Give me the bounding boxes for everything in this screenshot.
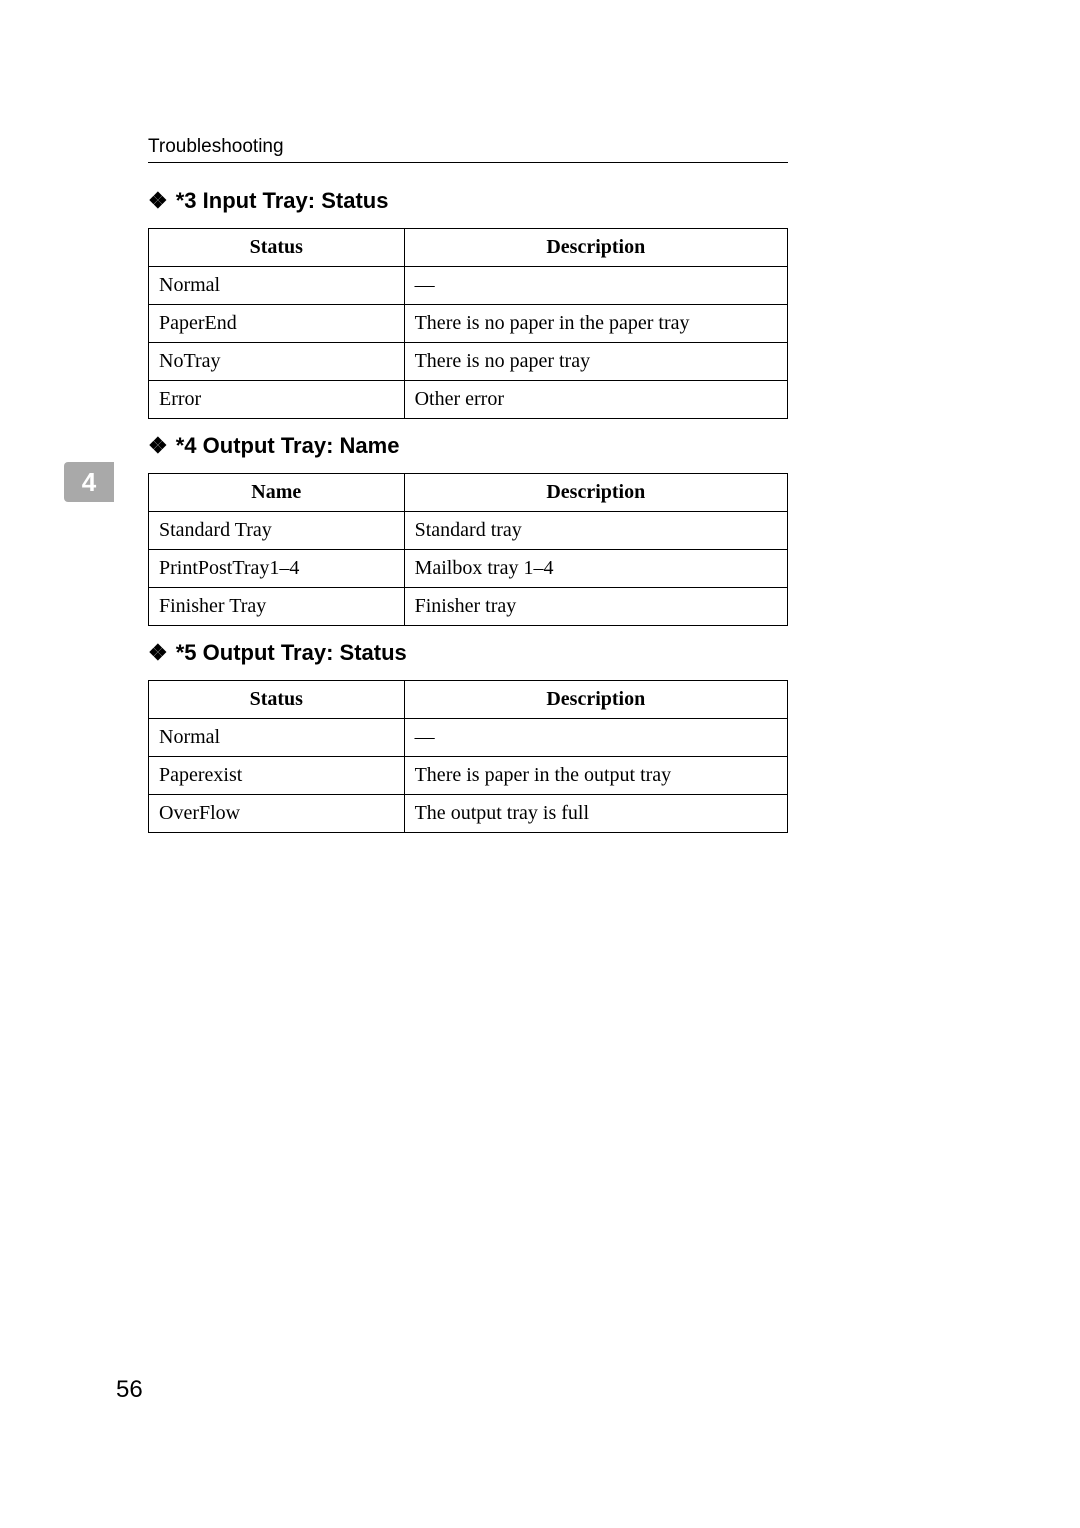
cell: Normal — [149, 267, 405, 305]
cell: Normal — [149, 719, 405, 757]
page-root: Troubleshooting 4 ❖ *3 Input Tray: Statu… — [0, 0, 1080, 1528]
bullet-icon: ❖ — [148, 642, 168, 664]
table-input-tray-status: Status Description Normal — PaperEnd The… — [148, 228, 788, 419]
cell: Standard tray — [404, 512, 787, 550]
table-row: Normal — — [149, 719, 788, 757]
col-header: Status — [149, 229, 405, 267]
section-title-text: *4 Output Tray: Name — [176, 433, 400, 459]
cell: There is paper in the output tray — [404, 757, 787, 795]
col-header: Status — [149, 681, 405, 719]
section-title-text: *5 Output Tray: Status — [176, 640, 407, 666]
col-header: Description — [404, 229, 787, 267]
cell: Mailbox tray 1–4 — [404, 550, 787, 588]
bullet-icon: ❖ — [148, 435, 168, 457]
table-row: Paperexist There is paper in the output … — [149, 757, 788, 795]
table-output-tray-status: Status Description Normal — Paperexist T… — [148, 680, 788, 833]
section-output-tray-name: ❖ *4 Output Tray: Name Name Description … — [148, 433, 788, 626]
cell: PaperEnd — [149, 305, 405, 343]
bullet-icon: ❖ — [148, 190, 168, 212]
section-output-tray-status: ❖ *5 Output Tray: Status Status Descript… — [148, 640, 788, 833]
cell: — — [404, 719, 787, 757]
table-row: OverFlow The output tray is full — [149, 795, 788, 833]
cell: Finisher tray — [404, 588, 787, 626]
table-row: Error Other error — [149, 381, 788, 419]
col-header: Description — [404, 681, 787, 719]
section-title: ❖ *4 Output Tray: Name — [148, 433, 788, 459]
section-title: ❖ *5 Output Tray: Status — [148, 640, 788, 666]
table-row: Finisher Tray Finisher tray — [149, 588, 788, 626]
cell: The output tray is full — [404, 795, 787, 833]
cell: NoTray — [149, 343, 405, 381]
table-output-tray-name: Name Description Standard Tray Standard … — [148, 473, 788, 626]
cell: Standard Tray — [149, 512, 405, 550]
table-row: Normal — — [149, 267, 788, 305]
table-row: Standard Tray Standard tray — [149, 512, 788, 550]
chapter-tab: 4 — [64, 462, 114, 502]
page-number: 56 — [116, 1376, 143, 1404]
cell: Error — [149, 381, 405, 419]
cell: OverFlow — [149, 795, 405, 833]
section-input-tray-status: ❖ *3 Input Tray: Status Status Descripti… — [148, 188, 788, 419]
cell: There is no paper tray — [404, 343, 787, 381]
cell: There is no paper in the paper tray — [404, 305, 787, 343]
content-area: ❖ *3 Input Tray: Status Status Descripti… — [148, 178, 788, 847]
table-row: PaperEnd There is no paper in the paper … — [149, 305, 788, 343]
table-row: PrintPostTray1–4 Mailbox tray 1–4 — [149, 550, 788, 588]
section-title-text: *3 Input Tray: Status — [176, 188, 389, 214]
header-rule — [148, 162, 788, 163]
running-header: Troubleshooting — [148, 136, 284, 158]
table-row: NoTray There is no paper tray — [149, 343, 788, 381]
cell: Paperexist — [149, 757, 405, 795]
chapter-number: 4 — [82, 467, 96, 498]
cell: Other error — [404, 381, 787, 419]
section-title: ❖ *3 Input Tray: Status — [148, 188, 788, 214]
col-header: Description — [404, 474, 787, 512]
cell: Finisher Tray — [149, 588, 405, 626]
cell: PrintPostTray1–4 — [149, 550, 405, 588]
col-header: Name — [149, 474, 405, 512]
cell: — — [404, 267, 787, 305]
